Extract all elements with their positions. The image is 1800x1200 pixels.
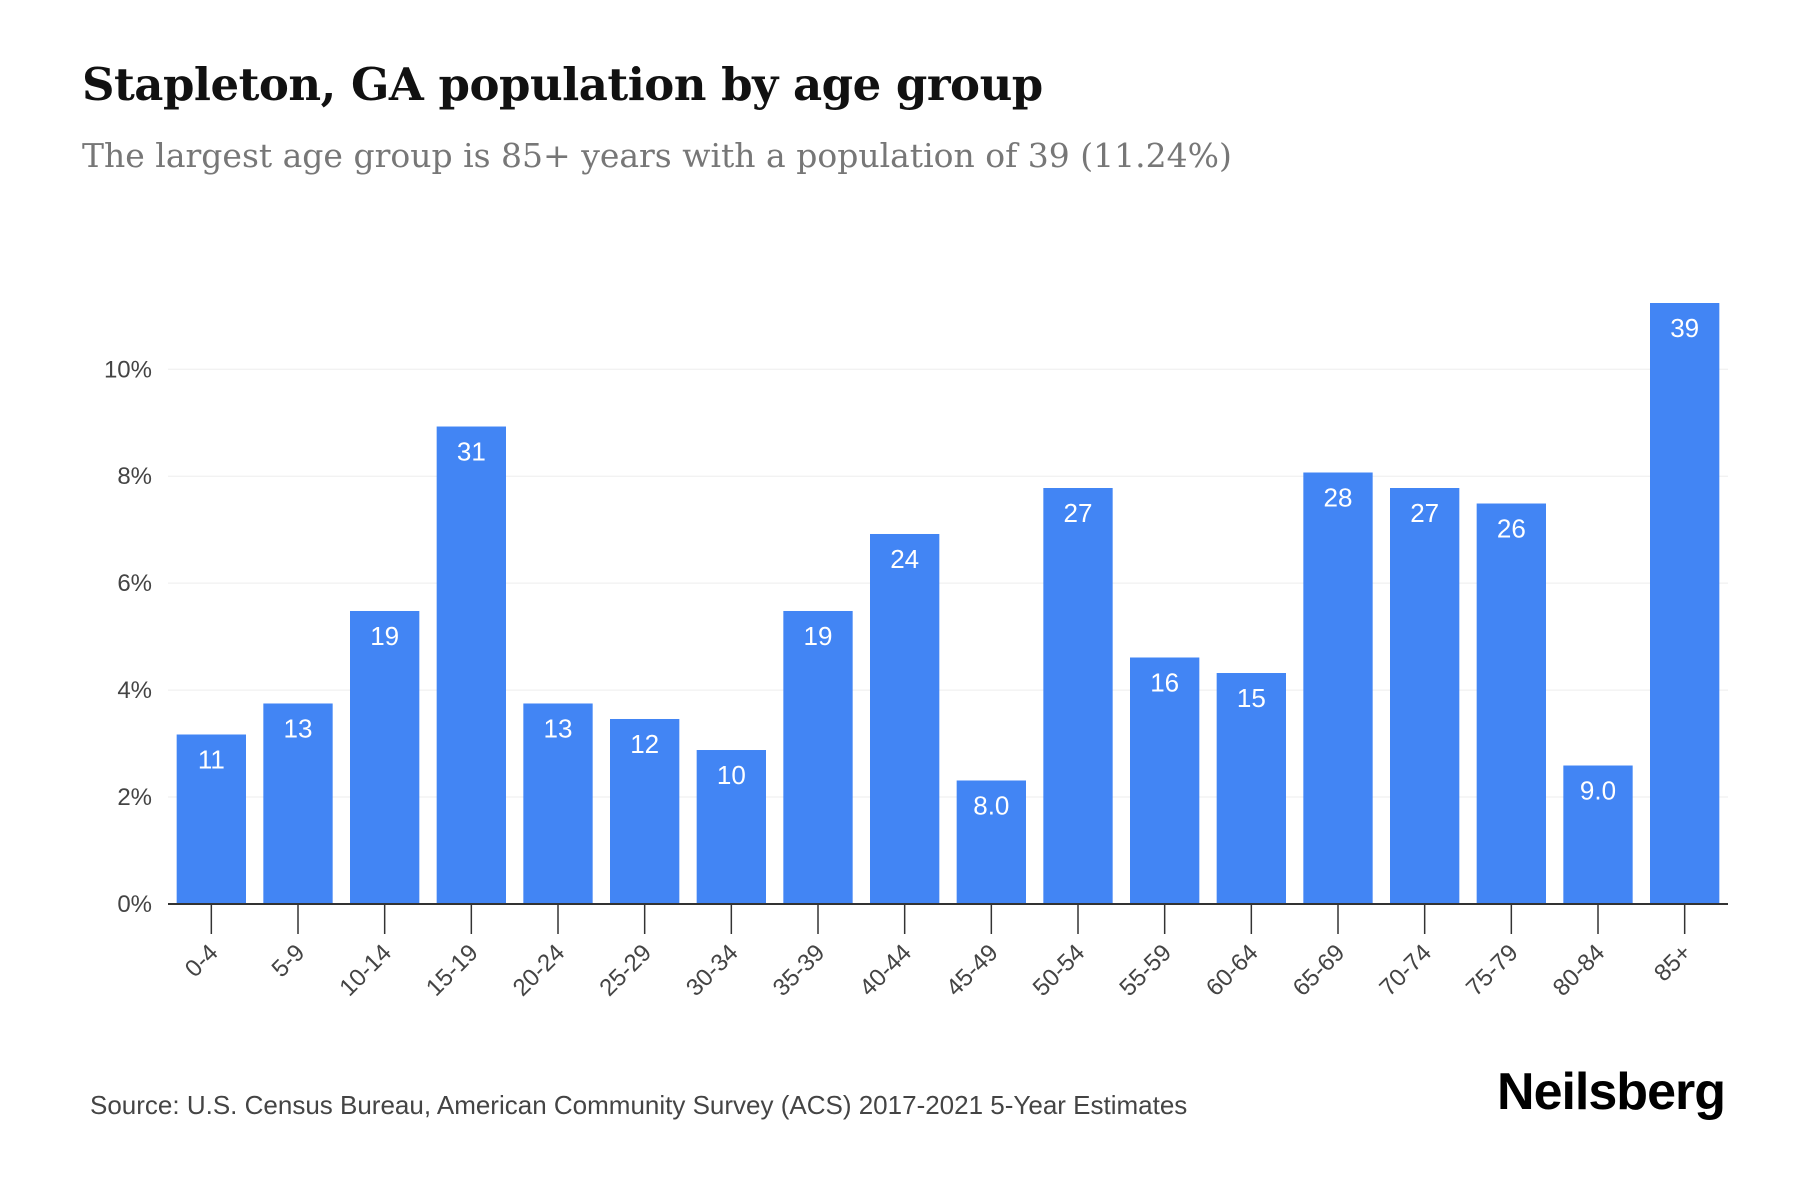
chart-title: Stapleton, GA population by age group [82, 58, 1043, 111]
bar-value-label: 27 [1410, 498, 1439, 528]
x-tick-label: 65-69 [1288, 939, 1351, 1002]
bar [696, 750, 766, 904]
x-tick-label: 50-54 [1028, 939, 1091, 1002]
x-tick-label: 5-9 [267, 939, 311, 983]
x-tick-label: 40-44 [854, 939, 917, 1002]
bar-value-label: 31 [457, 437, 486, 467]
x-tick-label: 35-39 [768, 939, 831, 1002]
bar [1216, 673, 1286, 904]
y-tick-label: 8% [117, 463, 152, 490]
chart-subtitle: The largest age group is 85+ years with … [82, 136, 1232, 175]
bar-value-label: 24 [890, 544, 919, 574]
bar [1303, 472, 1373, 904]
bar [1130, 657, 1200, 904]
source-note: Source: U.S. Census Bureau, American Com… [90, 1090, 1188, 1120]
bar-value-label: 11 [198, 745, 225, 775]
bar-value-label: 8.0 [973, 790, 1009, 820]
bar [1563, 765, 1633, 904]
bar-value-label: 28 [1324, 482, 1353, 512]
x-tick-label: 80-84 [1548, 939, 1611, 1002]
bar-value-label: 39 [1670, 313, 1699, 343]
bar-value-label: 19 [804, 621, 833, 651]
x-tick-label: 85+ [1649, 939, 1697, 987]
bar-value-label: 16 [1150, 668, 1179, 698]
y-tick-label: 6% [117, 570, 152, 597]
x-tick-label: 30-34 [681, 939, 744, 1002]
x-tick-label: 25-29 [594, 939, 657, 1002]
y-tick-label: 10% [104, 356, 152, 383]
x-tick-label: 45-49 [941, 939, 1004, 1002]
brand-logo: Neilsberg [1497, 1063, 1726, 1121]
bar [870, 533, 940, 904]
bar [610, 718, 680, 904]
y-tick-label: 2% [117, 784, 152, 811]
x-tick-label: 70-74 [1374, 939, 1437, 1002]
bar [350, 610, 420, 904]
bar-value-label: 19 [370, 621, 399, 651]
bar [523, 703, 593, 904]
bar-value-label: 10 [717, 760, 746, 790]
bar-value-label: 26 [1497, 514, 1526, 544]
bar [1390, 488, 1460, 904]
x-tick-label: 10-14 [334, 939, 397, 1002]
bar [956, 780, 1026, 904]
x-tick-label: 20-24 [508, 939, 571, 1002]
bar [263, 703, 333, 904]
x-tick-label: 75-79 [1461, 939, 1524, 1002]
x-tick-label: 0-4 [180, 939, 224, 983]
bar [1650, 303, 1720, 904]
y-tick-label: 4% [117, 677, 152, 704]
bar [1476, 503, 1546, 904]
bar-value-label: 12 [630, 729, 659, 759]
x-tick-label: 60-64 [1201, 939, 1264, 1002]
bar [176, 734, 246, 904]
y-tick-label: 0% [117, 891, 152, 918]
bar-value-label: 27 [1064, 498, 1093, 528]
bar-value-label: 13 [284, 713, 313, 743]
x-tick-label: 15-19 [421, 939, 484, 1002]
x-tick-label: 55-59 [1114, 939, 1177, 1002]
bar-value-label: 9.0 [1580, 776, 1616, 806]
bar [783, 610, 853, 904]
bar-value-label: 15 [1237, 683, 1266, 713]
bar-value-label: 13 [544, 713, 573, 743]
bar [1043, 488, 1113, 904]
bar [436, 426, 506, 904]
